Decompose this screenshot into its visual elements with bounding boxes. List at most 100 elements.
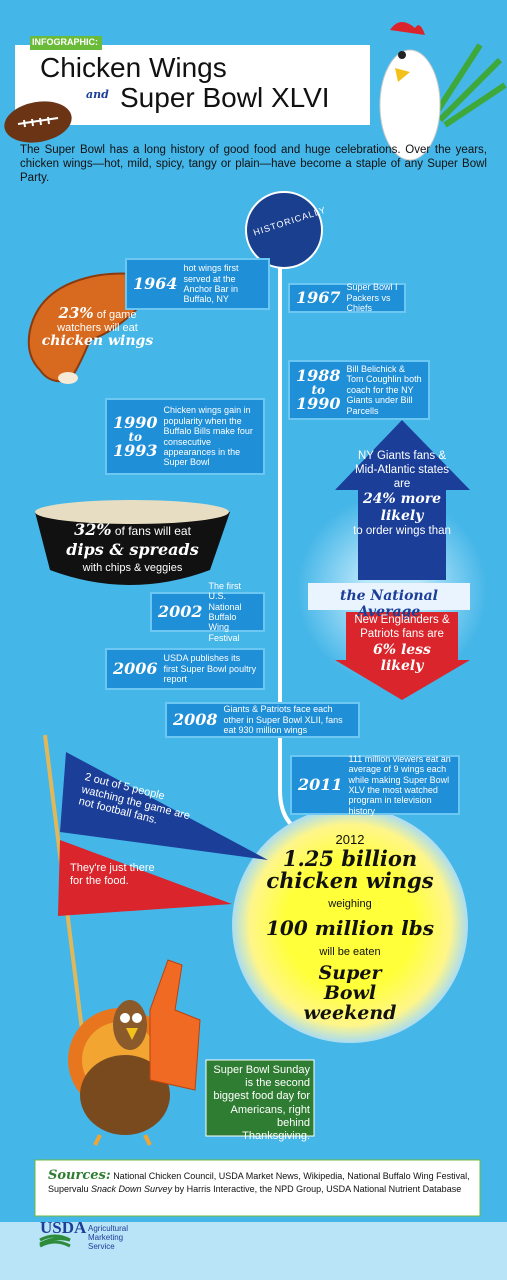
foam-finger — [149, 959, 201, 1091]
event-text: The first U.S. National Buffalo Wing Fes… — [208, 580, 242, 643]
dip — [35, 500, 229, 524]
badge: INFOGRAPHIC: — [32, 37, 98, 47]
forecast: 2012 1.25 billion chicken wings weighing… — [262, 832, 438, 1025]
title-line1: Chicken Wings — [40, 52, 227, 83]
event-text: USDA publishes its first Super Bowl poul… — [163, 653, 257, 685]
timeline-event: 2002 The first U.S. National Buffalo Wing… — [150, 581, 265, 643]
turkey-head — [113, 1000, 147, 1050]
dip-stat: 32% of fans will eat dips & spreads with c… — [45, 520, 220, 576]
event-text: 111 million viewers eat an average of 9 … — [348, 753, 451, 816]
callout-box — [205, 1059, 315, 1137]
chicken-body — [379, 49, 441, 161]
event-text: Super Bowl I Packers vs Chiefs — [346, 282, 398, 314]
agency: Agricultural Marketing Service — [88, 1224, 129, 1252]
event-year-part: 2002 — [158, 602, 203, 621]
timeline-badge — [245, 191, 323, 269]
red-pennant — [58, 840, 232, 916]
forecast-eaten: will be eaten — [319, 945, 381, 958]
up-arrow — [335, 420, 470, 580]
event-year: 1988 to 1990 — [296, 368, 341, 412]
football-laces — [17, 116, 59, 128]
dip-percent: 32% — [74, 520, 112, 539]
event-year-part: 2006 — [113, 659, 158, 678]
sources-before: National Chicken Council, USDA Market Ne… — [48, 1171, 470, 1195]
timeline-event: 2011 111 million viewers eat an average o… — [290, 753, 460, 816]
leeks — [435, 43, 507, 128]
dip-note: with chips & veggies — [82, 562, 183, 574]
event-year: 2006 — [113, 661, 158, 677]
event-year-part: to — [128, 429, 143, 444]
usda-logo: USDA — [40, 1218, 87, 1237]
event-text: hot wings first served at the Anchor Bar… — [183, 263, 239, 305]
forecast-occasion: Super Bowl weekend — [303, 962, 397, 1025]
forecast-weighing: weighing — [328, 898, 372, 911]
chicken-comb — [390, 21, 425, 35]
red-pennant-text: They're just there for the food. — [70, 862, 155, 887]
forecast-weight: 100 million lbs — [266, 915, 434, 940]
up-highlight: 24% more likely — [362, 491, 442, 525]
dip-text: of fans will eat — [114, 524, 191, 538]
sun — [232, 807, 468, 1043]
event-year-part: 1990 — [113, 412, 158, 432]
event-year: 1990 to 1993 — [113, 412, 158, 460]
timeline-event: 1990 to 1993 Chicken wings gain in populari… — [105, 398, 265, 475]
event-year-part: 1990 — [296, 394, 341, 413]
timeline-event: 2006 USDA publishes its first Super Bowl … — [105, 648, 265, 690]
event-year: 1967 — [296, 290, 341, 306]
timeline-event: 1988 to 1990 Bill Belichick & Tom Coughlin … — [288, 360, 430, 420]
event-year-part: 1967 — [296, 288, 341, 307]
down-arrow — [335, 612, 470, 700]
event-year-part: to — [311, 383, 326, 397]
timeline-event: 1967 Super Bowl I Packers vs Chiefs — [288, 282, 406, 314]
down-highlight: 6% less likely — [373, 641, 431, 675]
wing-stat: 23% of game watchers will eat chicken win… — [40, 305, 155, 349]
event-year: 2008 — [173, 712, 218, 728]
up-tail: to order wings than — [353, 524, 451, 537]
event-year-part: 2011 — [298, 775, 343, 794]
up-text: NY Giants fans & Mid-Atlantic states are… — [350, 450, 454, 539]
event-year: 2002 — [158, 604, 203, 620]
title-connector: and — [86, 88, 109, 101]
event-text: Bill Belichick & Tom Coughlin both coach… — [346, 364, 422, 416]
sources-box — [34, 1159, 481, 1217]
forecast-year: 2012 — [335, 832, 365, 847]
baseline: the National Average — [340, 588, 438, 620]
dip-highlight: dips & spreads — [66, 540, 199, 559]
badge-bg — [30, 36, 102, 50]
event-year-part: 1993 — [113, 440, 158, 460]
wing-percent: 23% — [58, 304, 94, 322]
event-year: 1964 — [133, 276, 178, 292]
title-line2: Super Bowl XLVI — [120, 82, 330, 113]
wing-highlight: chicken wings — [41, 332, 154, 349]
sources-label: Sources: — [48, 1168, 111, 1183]
chicken-wing — [27, 272, 153, 383]
down-lead: New Englanders & Patriots fans are — [354, 614, 450, 640]
usda-waves — [39, 1234, 71, 1248]
event-year-part: 1964 — [133, 274, 178, 293]
event-year-part: 1988 — [296, 366, 341, 385]
chicken-beak — [395, 68, 410, 82]
baseline-banner — [308, 583, 470, 610]
wing-bone — [58, 372, 78, 384]
blue-pennant — [60, 752, 268, 860]
event-year: 2011 — [298, 777, 343, 793]
event-text: Chicken wings gain in popularity when th… — [163, 405, 253, 468]
timeline-event: 2008 Giants & Patriots face each other in… — [165, 702, 360, 738]
callout: Super Bowl Sunday is the second biggest … — [213, 1064, 310, 1142]
sources: Sources: National Chicken Council, USDA … — [48, 1168, 473, 1196]
footer-bg — [0, 1222, 507, 1280]
wing-text: of game watchers will eat — [57, 309, 138, 334]
intro: The Super Bowl has a long history of goo… — [20, 144, 487, 184]
turkey-body — [80, 1055, 170, 1135]
sources-after: by Harris Interactive, the NPD Group, US… — [172, 1184, 462, 1195]
down-text: New Englanders & Patriots fans are 6% le… — [352, 614, 452, 675]
title-panel — [15, 45, 370, 125]
sources-survey: Snack Down Survey — [91, 1184, 173, 1195]
up-lead: NY Giants fans & Mid-Atlantic states are — [355, 450, 449, 490]
event-text: Giants & Patriots face each other in Sup… — [223, 704, 343, 736]
forecast-amount: 1.25 billion chicken wings — [266, 845, 434, 893]
timeline-event: 1964 hot wings first served at the Anchor… — [125, 258, 270, 310]
event-year-part: 2008 — [173, 710, 218, 729]
